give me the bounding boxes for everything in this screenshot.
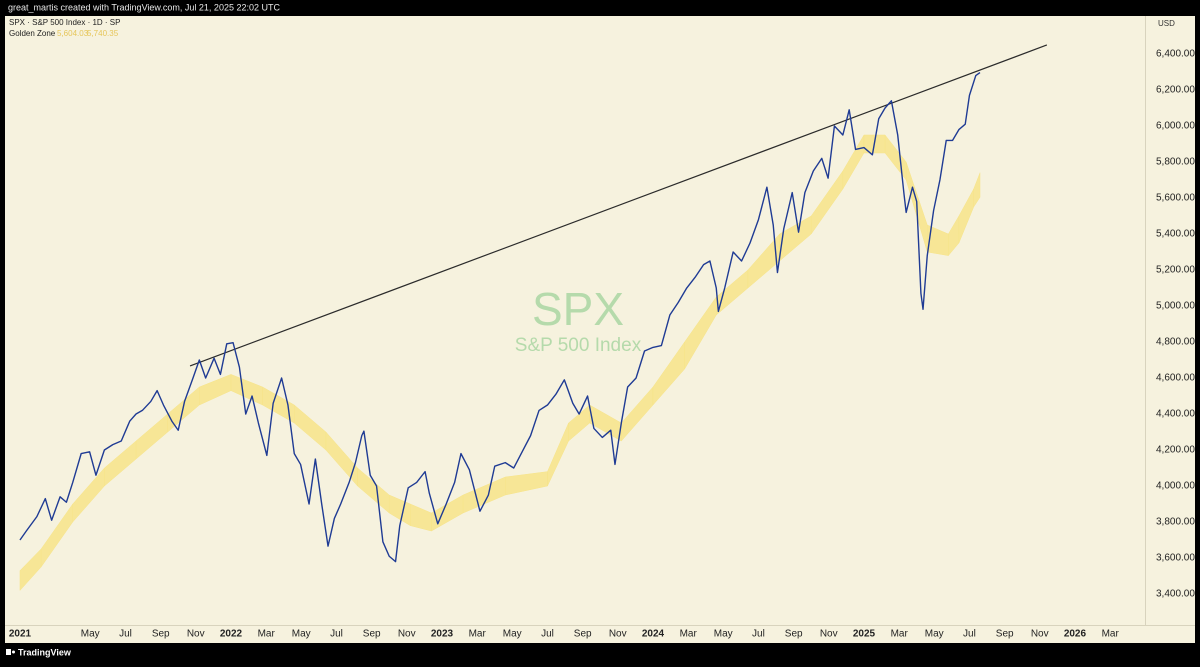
x-tick-label: May [503,629,522,640]
x-tick-label: 2023 [431,629,454,640]
x-tick-label: Sep [574,629,592,640]
x-tick-label: 2022 [220,629,243,640]
legend-series: SPX · S&P 500 Index · 1D · SP [9,18,120,27]
footer-logo [6,649,15,655]
y-tick-label: 4,600.00 [1156,373,1195,384]
price-line [19,71,981,563]
x-tick-label: May [925,629,944,640]
y-tick-label: 4,800.00 [1156,337,1195,348]
x-tick-label: Nov [1031,629,1049,640]
x-tick-label: 2021 [9,629,32,640]
y-tick-label: 5,600.00 [1156,193,1195,204]
y-tick-label: 4,000.00 [1156,481,1195,492]
y-tick-label: 3,600.00 [1156,553,1195,564]
band-segment [973,172,981,208]
watermark-symbol: SPX [532,283,624,335]
y-tick-label: 5,000.00 [1156,301,1195,312]
x-tick-label: Jul [752,629,765,640]
y-tick-label: 4,400.00 [1156,409,1195,420]
y-tick-label: 3,800.00 [1156,517,1195,528]
y-tick-label: 6,000.00 [1156,121,1195,132]
x-tick-label: Nov [820,629,838,640]
x-tick-label: Sep [152,629,170,640]
x-tick-label: 2025 [853,629,876,640]
plot-area [19,44,1048,592]
x-tick-label: Jul [119,629,132,640]
x-tick-label: Mar [1102,629,1120,640]
y-tick-label: 6,200.00 [1156,85,1195,96]
x-tick-label: Jul [963,629,976,640]
legend-indicator-value: 5,604.03 [57,29,89,38]
y-tick-label: 6,400.00 [1156,49,1195,60]
x-tick-label: Mar [680,629,698,640]
x-tick-label: Nov [398,629,416,640]
x-tick-label: Sep [996,629,1014,640]
x-tick-label: Jul [541,629,554,640]
chart-background [5,16,1195,643]
x-tick-label: Mar [258,629,276,640]
y-tick-label: 5,400.00 [1156,229,1195,240]
footer-text: TradingView [18,647,72,657]
x-tick-label: Sep [363,629,381,640]
x-tick-label: Mar [891,629,909,640]
x-tick-label: Mar [469,629,487,640]
header-text: great_martis created with TradingView.co… [8,2,280,12]
x-tick-label: Nov [187,629,205,640]
x-tick-label: Nov [609,629,627,640]
watermark-description: S&P 500 Index [515,335,642,356]
x-tick-label: May [714,629,733,640]
x-tick-label: 2024 [642,629,665,640]
y-tick-label: 5,800.00 [1156,157,1195,168]
x-tick-label: Sep [785,629,803,640]
x-tick-label: 2026 [1064,629,1087,640]
trendline [189,44,1048,367]
y-tick-label: 3,400.00 [1156,589,1195,600]
y-tick-label: 4,200.00 [1156,445,1195,456]
x-tick-label: Jul [330,629,343,640]
legend-indicator-value: 5,740.35 [87,29,119,38]
x-tick-label: May [292,629,311,640]
legend-indicator: Golden Zone [9,29,56,38]
currency-label: USD [1158,19,1175,28]
y-tick-label: 5,200.00 [1156,265,1195,276]
x-tick-label: May [81,629,100,640]
